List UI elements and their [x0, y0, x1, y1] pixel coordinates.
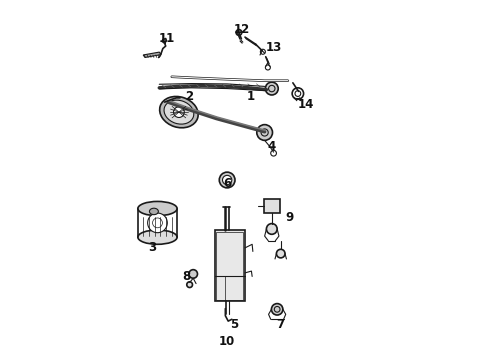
Text: 9: 9 — [286, 211, 294, 224]
Ellipse shape — [149, 208, 158, 215]
Text: 5: 5 — [230, 318, 239, 331]
Ellipse shape — [164, 100, 194, 124]
Ellipse shape — [138, 202, 177, 216]
Text: 2: 2 — [186, 90, 194, 103]
Circle shape — [236, 30, 242, 35]
Bar — [215, 230, 245, 301]
Circle shape — [276, 249, 285, 258]
Circle shape — [187, 282, 193, 288]
Circle shape — [222, 175, 232, 185]
Circle shape — [266, 82, 278, 95]
Bar — [217, 232, 243, 300]
Text: 13: 13 — [266, 41, 282, 54]
Bar — [264, 199, 280, 213]
Polygon shape — [143, 52, 161, 58]
Text: 12: 12 — [233, 23, 249, 36]
Circle shape — [257, 125, 272, 140]
Circle shape — [220, 172, 235, 188]
Text: 1: 1 — [246, 90, 254, 103]
Text: 3: 3 — [148, 241, 156, 255]
Circle shape — [267, 224, 277, 234]
Text: 14: 14 — [297, 99, 314, 112]
Ellipse shape — [160, 96, 198, 128]
Text: 10: 10 — [219, 335, 235, 348]
Circle shape — [173, 107, 184, 117]
Circle shape — [147, 213, 167, 233]
Text: 11: 11 — [158, 32, 174, 45]
Circle shape — [271, 303, 283, 315]
Text: 4: 4 — [268, 140, 276, 153]
Text: 6: 6 — [223, 177, 231, 190]
Text: 8: 8 — [182, 270, 190, 283]
Ellipse shape — [138, 230, 177, 244]
Text: 7: 7 — [277, 318, 285, 331]
Circle shape — [189, 270, 197, 278]
